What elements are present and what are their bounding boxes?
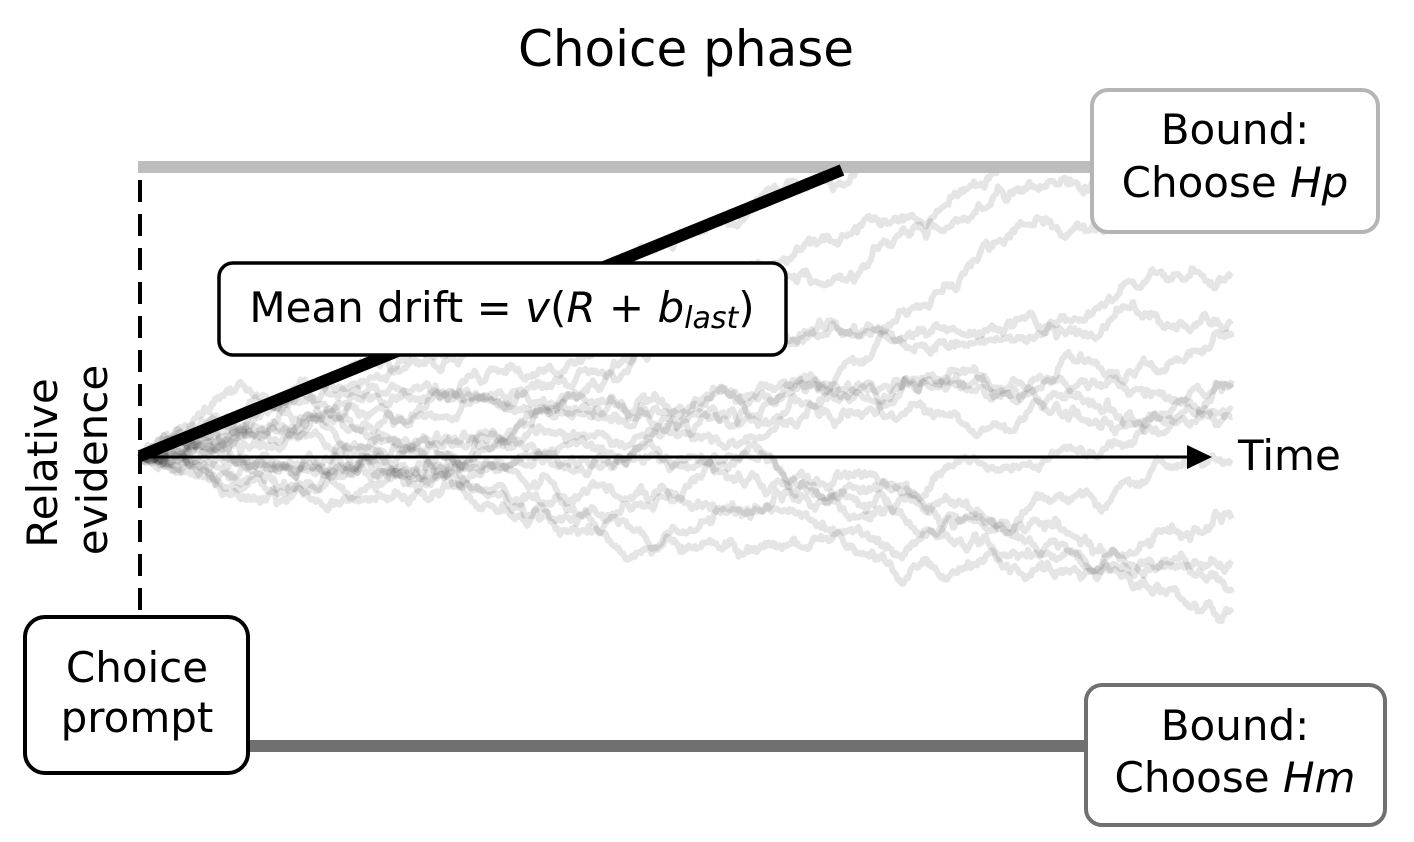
evidence-trajectory	[138, 428, 1235, 575]
upper-bound-label-line1: Bound:	[1161, 105, 1310, 154]
lower-bound-label-line2: Choose Hm	[1115, 753, 1356, 802]
y-axis-label-line1: Relative	[18, 378, 67, 547]
evidence-trajectory	[137, 364, 1235, 498]
evidence-trajectory	[137, 328, 1235, 465]
lower-bound-label-box: Bound: Choose Hm	[1084, 683, 1387, 827]
evidence-trajectory	[137, 371, 1234, 467]
upper-bound-label-box: Bound: Choose Hp	[1090, 88, 1380, 234]
time-axis-label: Time	[1237, 431, 1341, 480]
choice-prompt-label-line1: Choice	[66, 643, 208, 692]
lower-bound-label-line1: Bound:	[1161, 701, 1310, 750]
choice-prompt-label-box: Choice prompt	[23, 615, 250, 775]
mean-drift-label-box: Mean drift = v(R + blast)	[217, 261, 788, 357]
evidence-trajectory	[138, 449, 1235, 625]
evidence-trajectory	[137, 452, 1234, 563]
y-axis-label-line2: evidence	[68, 365, 117, 555]
time-axis-arrowhead	[1187, 445, 1212, 469]
evidence-trajectory	[137, 442, 1235, 595]
choice-prompt-label-line2: prompt	[61, 693, 214, 742]
evidence-trajectory	[138, 435, 1235, 579]
evidence-trajectory	[138, 298, 1234, 502]
diagram-title: Choice phase	[518, 20, 854, 78]
upper-bound-label-line2: Choose Hp	[1122, 158, 1349, 207]
evidence-trajectory	[137, 375, 1235, 464]
mean-drift-label: Mean drift = v(R + blast)	[249, 283, 754, 336]
